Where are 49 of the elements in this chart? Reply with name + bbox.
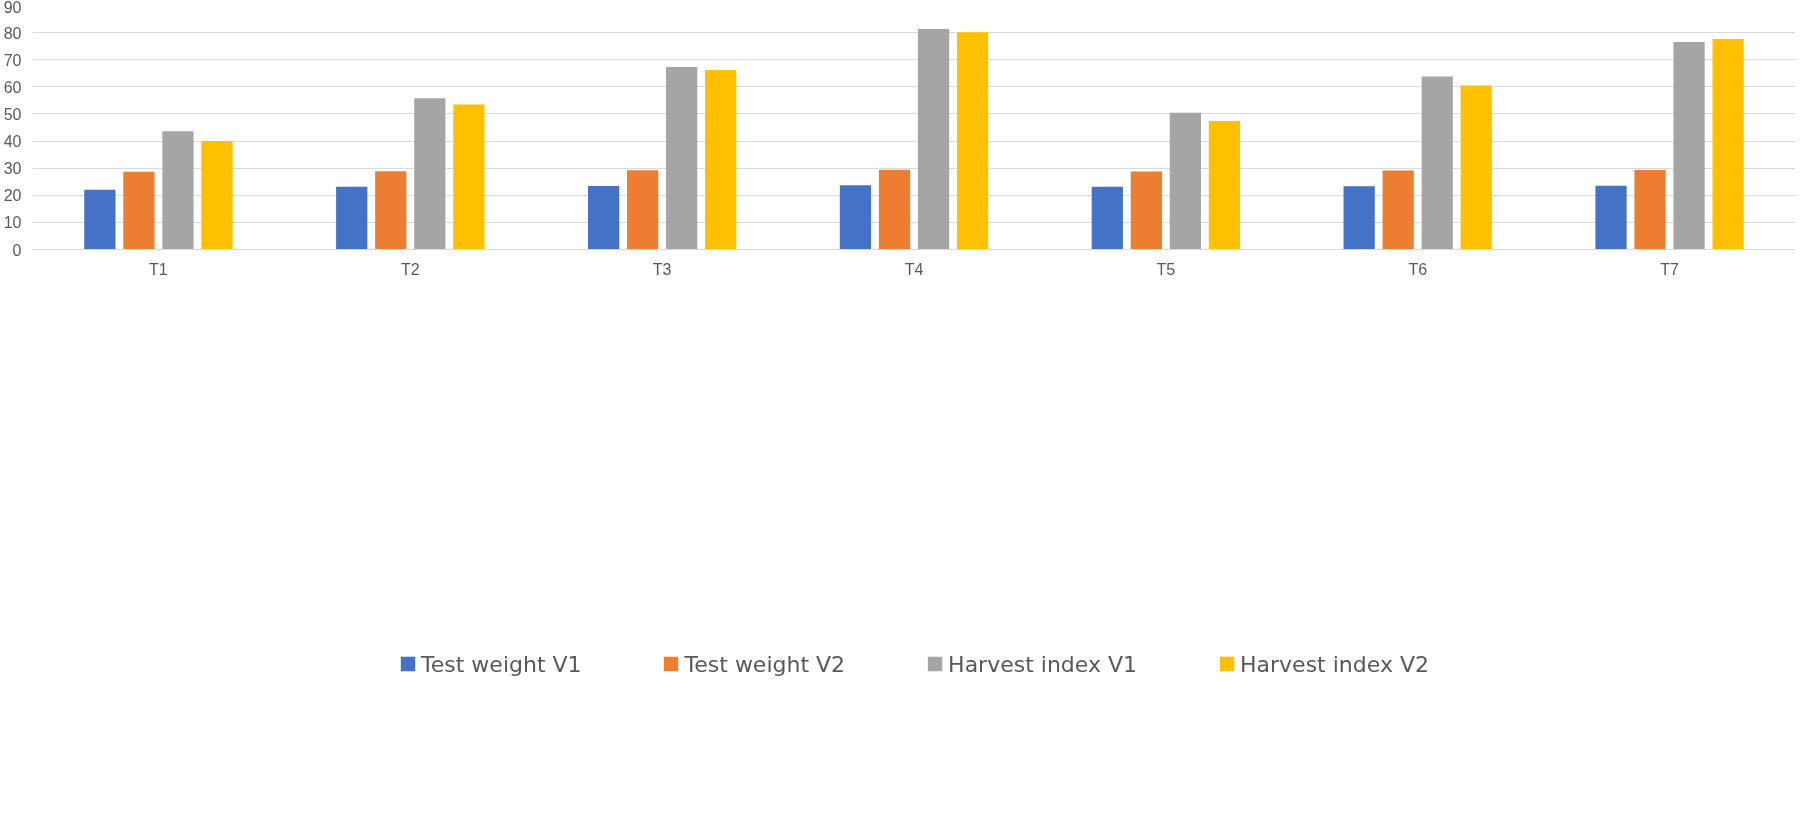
bar [666,67,698,250]
y-tick-label: 70 [3,51,22,69]
bar [1091,186,1123,250]
legend-label: Harvest index V2 [1240,651,1429,677]
bar [414,98,446,250]
x-tick-label: T3 [652,260,672,278]
bar [917,29,950,250]
bar [1595,185,1627,250]
bar [1130,171,1162,250]
bar [453,104,485,250]
bar [336,186,368,250]
bar [956,32,989,250]
bar [1208,120,1241,250]
x-tick-label: T2 [400,260,420,278]
bar [1382,170,1414,250]
legend-label: Test weight V2 [684,651,846,677]
bar [1712,39,1744,250]
x-tick-label: T6 [1408,260,1428,278]
y-tick-label: 0 [12,241,22,259]
y-tick-label: 80 [3,24,22,42]
bar [1169,112,1201,250]
y-tick-label: 60 [3,78,22,96]
y-tick-label: 20 [3,187,22,205]
bar [1343,186,1375,250]
bar [587,186,620,250]
x-tick-label: T5 [1156,260,1176,278]
bar [705,70,737,250]
y-tick-label: 90 [3,0,22,16]
legend-label: Test weight V1 [421,651,582,677]
bar [162,131,194,250]
bar [123,171,155,250]
bar [878,169,911,250]
bar [1460,85,1492,250]
y-tick-label: 30 [3,160,22,178]
bar [375,171,407,250]
x-tick-label: T7 [1660,260,1680,278]
y-tick-label: 40 [3,133,22,151]
bar [1634,170,1666,250]
bar [84,189,116,250]
bar [627,170,659,250]
bar [839,185,872,250]
bar [1673,42,1705,250]
legend-label: Harvest index V1 [948,651,1138,677]
x-tick-label: T1 [149,260,168,278]
bar [1421,76,1453,250]
y-tick-label: 10 [3,214,22,232]
y-tick-label: 50 [3,105,22,123]
x-tick-label: T4 [904,260,924,278]
bar [201,141,233,250]
